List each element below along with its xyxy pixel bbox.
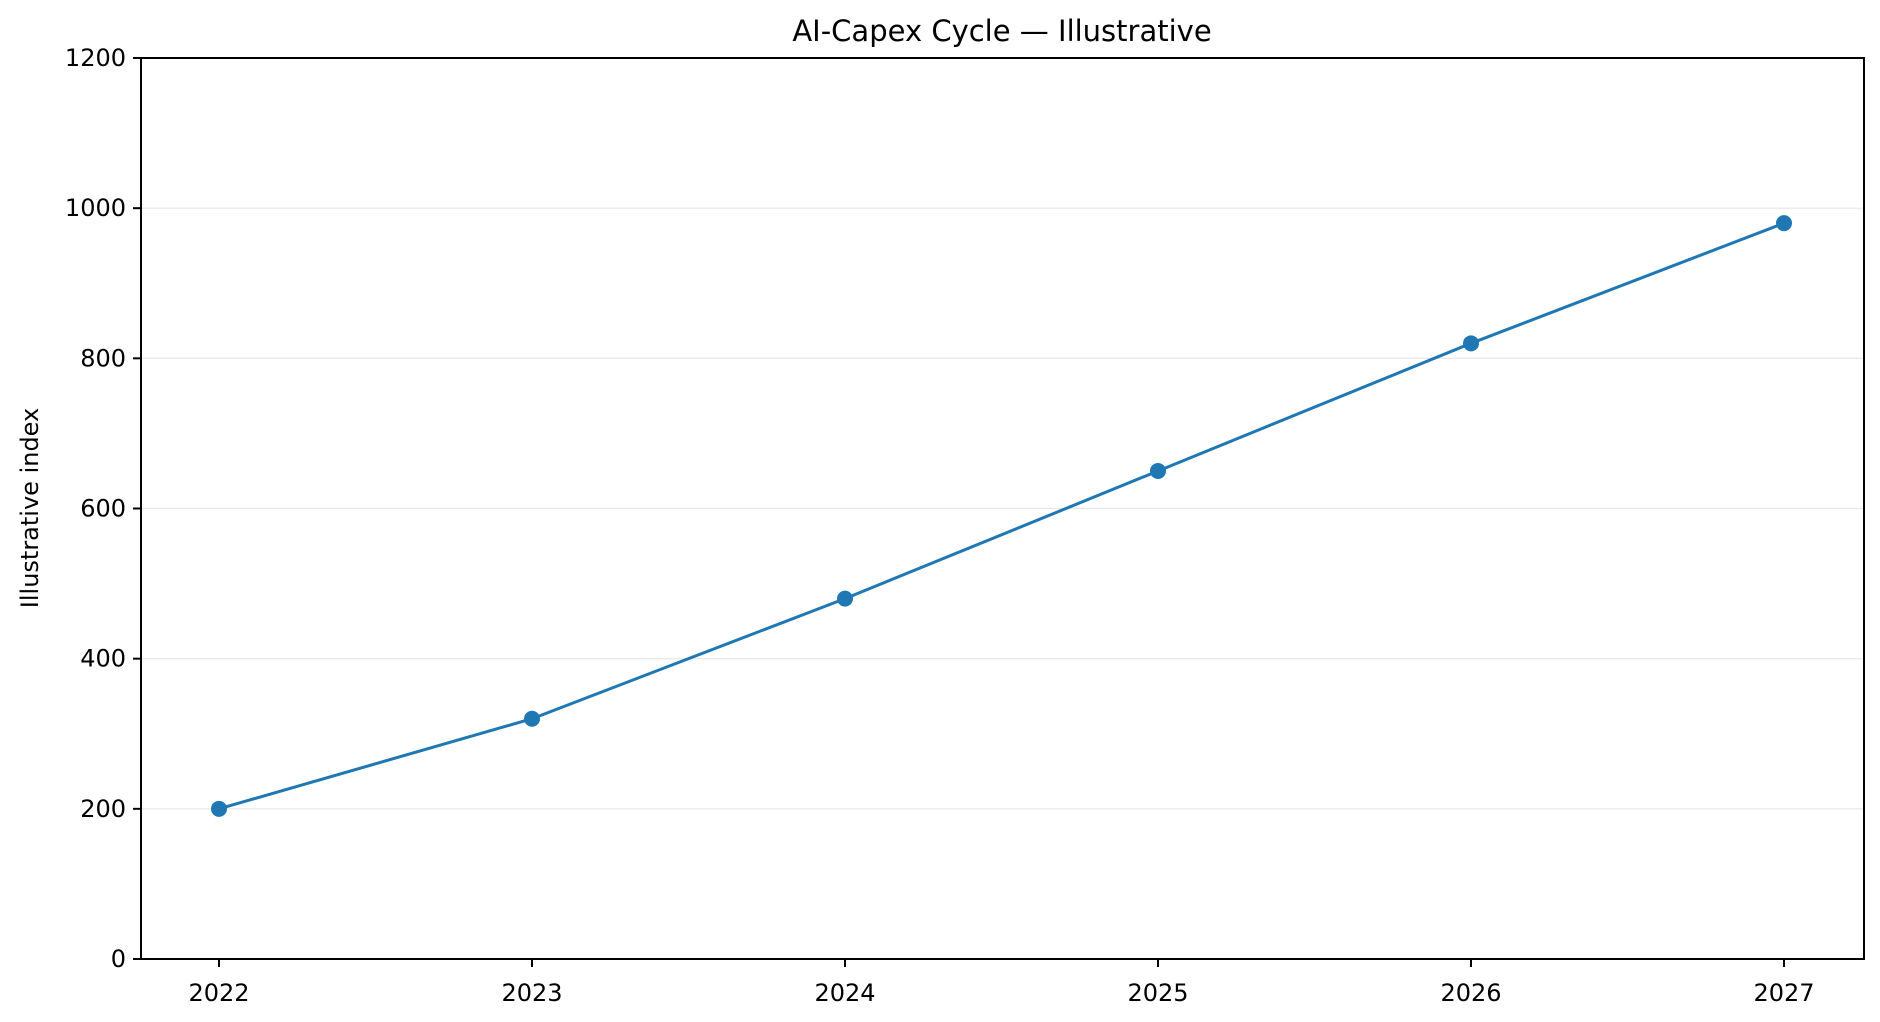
- x-tick-label: 2022: [188, 979, 249, 1007]
- x-tick-label: 2027: [1753, 979, 1814, 1007]
- y-tick-label: 200: [80, 795, 126, 823]
- grid: [141, 207, 1864, 810]
- data-point: [1463, 335, 1479, 352]
- y-tick-label: 1000: [65, 194, 126, 222]
- x-tick-label: 2023: [501, 979, 562, 1007]
- axes: 0 200 400 600 800 1000 1200 2022 2023 2024 2025 202…: [65, 44, 1815, 1007]
- series-layer: [211, 215, 1792, 817]
- data-point: [837, 590, 853, 607]
- y-tick-label: 400: [80, 645, 126, 673]
- y-tick-label: 1200: [65, 44, 126, 72]
- x-tick-label: 2024: [814, 979, 875, 1007]
- x-tick-label: 2025: [1127, 979, 1188, 1007]
- y-axis-title: Illustrative index: [16, 408, 44, 608]
- data-point: [1776, 215, 1792, 232]
- y-tick-label: 800: [80, 344, 126, 372]
- y-tick-label: 600: [80, 495, 126, 523]
- y-tick-label: 0: [111, 945, 126, 973]
- series-line: [218, 221, 1785, 811]
- data-point: [211, 800, 227, 817]
- x-tick-label: 2026: [1440, 979, 1501, 1007]
- chart-title: AI-Capex Cycle — Illustrative: [792, 14, 1211, 48]
- data-point: [1150, 462, 1166, 479]
- data-point: [524, 710, 540, 727]
